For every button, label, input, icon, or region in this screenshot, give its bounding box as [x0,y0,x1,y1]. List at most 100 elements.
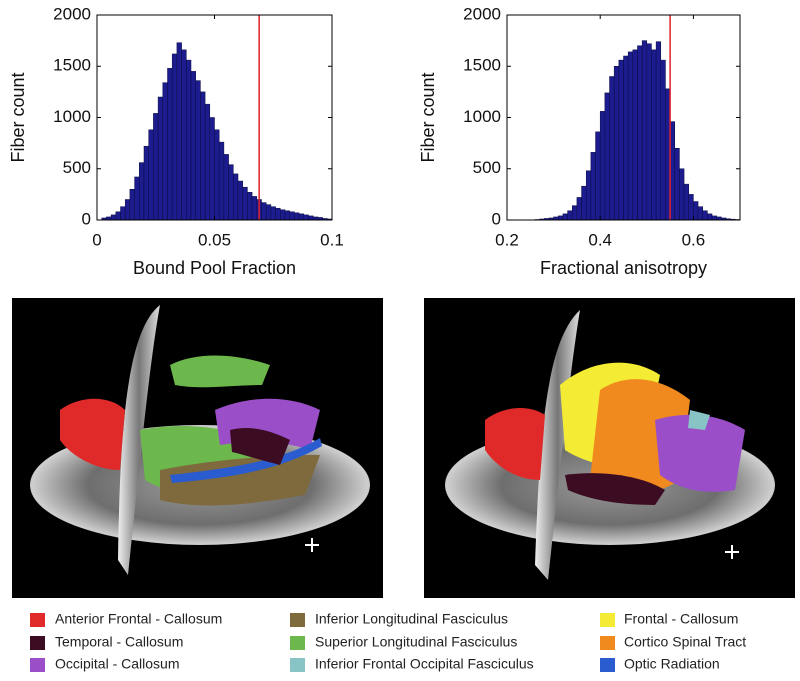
bar [242,186,248,221]
x-tick-label: 0 [92,230,101,249]
bar [595,131,601,221]
bar [641,40,648,221]
bar [280,209,286,221]
bar [153,113,159,221]
bar [284,210,290,221]
x-tick-label: 0.1 [320,230,344,249]
bar [275,207,281,221]
bar [261,202,267,221]
bar [562,213,568,221]
bar [209,117,215,221]
bar [609,76,615,221]
bar [651,49,657,221]
bar [567,210,573,221]
legend-swatch [290,636,305,650]
y-tick-label: 1500 [53,56,91,75]
bar [228,164,234,221]
tract-image-right [424,298,795,598]
bar [223,154,229,221]
bar [148,129,154,221]
bar [195,80,201,221]
bar [218,141,225,221]
bar [308,215,314,221]
legend-label: Cortico Spinal Tract [624,634,746,650]
histogram: 0 500 1000 1500 2000 0 0.05 0.1 Bound Pool Fract… [8,4,344,277]
bar [214,129,220,221]
bar [233,173,239,221]
x-tick-label: 0.4 [588,230,612,249]
x-tick-label: 0.6 [682,230,706,249]
legend-swatch [290,613,305,627]
bar [679,168,685,221]
legend-swatch [30,658,45,672]
bar [571,205,578,221]
legend-label: Superior Longitudinal Fasciculus [315,634,517,650]
y-axis-label: Fiber count [418,72,438,162]
legend-swatch [30,613,45,627]
legend-label: Optic Radiation [624,656,720,672]
legend-label: Frontal - Callosum [624,611,738,627]
bar [265,204,272,221]
bar [697,206,703,221]
bar [627,51,634,221]
bar [693,201,699,221]
bar [637,45,643,221]
y-tick-label: 1500 [463,56,501,75]
bar [289,211,295,221]
histogram: 0 500 1000 1500 2000 0.2 0.4 0.6 Fractional anis… [418,4,741,278]
y-tick-label: 0 [492,209,501,228]
y-tick-label: 2000 [463,4,501,23]
legend-swatch [290,658,305,672]
y-tick-label: 1000 [53,107,91,126]
bar [186,59,192,221]
x-axis-label: Fractional anisotropy [540,258,707,278]
bar [270,206,276,221]
bar [683,183,689,221]
bar [618,59,624,221]
bar [585,170,592,221]
tract-image-left [12,298,383,598]
bar [707,213,713,221]
bar [110,214,117,221]
y-axis-label: Fiber count [8,72,28,162]
bar [120,206,126,221]
bar [157,96,164,221]
bar [674,148,680,221]
legend-swatch [30,636,45,650]
y-tick-label: 2000 [53,4,91,23]
bar [134,176,140,221]
bar [124,199,131,221]
bar [298,213,305,221]
bar [558,215,564,221]
y-tick-label: 1000 [463,107,501,126]
bar [167,68,173,221]
bar [247,192,253,221]
bar [190,71,196,221]
bar [590,152,596,221]
y-tick-label: 500 [473,158,501,177]
legend-swatch [600,636,615,650]
bar [162,82,168,221]
bar [143,145,149,221]
bar [204,103,211,221]
bar [181,49,187,221]
bar [688,194,694,221]
bar [646,43,652,221]
y-tick-label: 500 [63,158,91,177]
legend-swatch [600,613,615,627]
bar [581,185,587,221]
bar [623,55,629,221]
legend-label: Temporal - Callosum [55,634,183,650]
bar [632,49,638,221]
x-axis-label: Bound Pool Fraction [133,258,296,278]
bar [576,197,582,221]
bar [702,210,708,221]
bar [294,212,300,221]
bar [604,92,610,221]
bar [171,53,178,221]
bar [613,66,620,221]
legend-label: Inferior Frontal Occipital Fasciculus [315,656,534,672]
y-tick-label: 0 [82,209,91,228]
bar [251,196,258,221]
